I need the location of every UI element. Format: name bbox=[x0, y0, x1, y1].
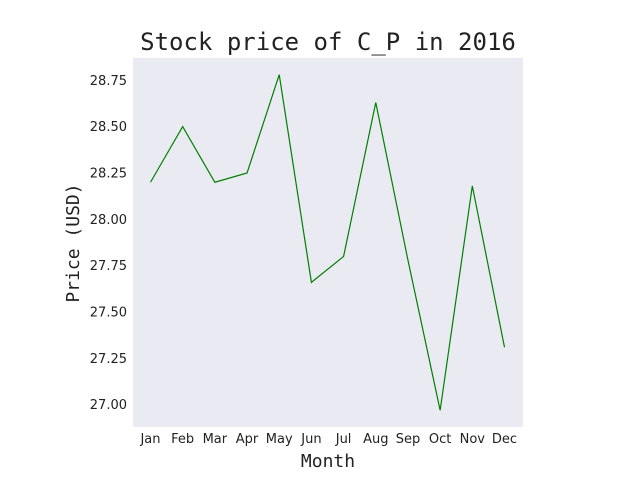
y-tick-label: 27.50 bbox=[90, 306, 127, 321]
x-tick-label: Sep bbox=[396, 432, 421, 447]
x-tick-label: Oct bbox=[429, 432, 451, 447]
y-tick-label: 28.00 bbox=[90, 213, 127, 228]
plot-area bbox=[133, 58, 523, 427]
x-axis-label: Month bbox=[301, 451, 355, 472]
x-tick-label: Jan bbox=[139, 432, 160, 447]
y-axis-label: Price (USD) bbox=[63, 183, 84, 302]
y-axis-ticks: 27.00 27.25 27.50 27.75 28.00 28.25 28.50 28.75 bbox=[90, 74, 127, 413]
x-tick-label: Apr bbox=[236, 432, 259, 447]
series-group bbox=[149, 74, 506, 411]
x-tick-label: Mar bbox=[203, 432, 228, 447]
x-tick-label: Jul bbox=[335, 432, 352, 447]
x-tick-label: May bbox=[266, 432, 293, 447]
y-tick-label: 28.25 bbox=[90, 166, 127, 181]
y-tick-label: 27.75 bbox=[90, 259, 127, 274]
y-tick-label: 27.00 bbox=[90, 398, 127, 413]
y-tick-label: 28.50 bbox=[90, 120, 127, 135]
x-tick-label: Jun bbox=[300, 432, 321, 447]
x-tick-label: Nov bbox=[460, 432, 486, 447]
y-tick-label: 28.75 bbox=[90, 74, 127, 89]
x-axis-ticks: Jan Feb Mar Apr May Jun Jul Aug Sep Oct Nov Dec bbox=[139, 432, 517, 447]
x-tick-label: Dec bbox=[492, 432, 517, 447]
x-tick-label: Feb bbox=[171, 432, 194, 447]
x-tick-label: Aug bbox=[363, 432, 388, 447]
chart-title: Stock price of C_P in 2016 bbox=[140, 28, 516, 56]
series-line bbox=[149, 74, 506, 411]
y-tick-label: 27.25 bbox=[90, 352, 127, 367]
